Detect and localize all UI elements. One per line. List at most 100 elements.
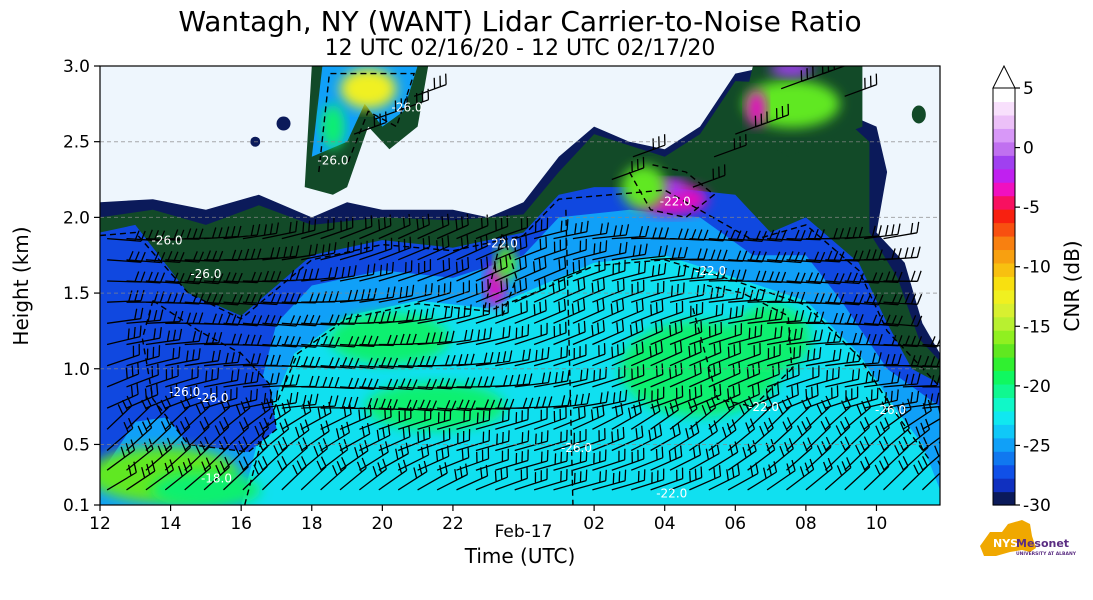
colorbar-swatch [993, 101, 1015, 116]
colorbar-swatch [993, 478, 1015, 493]
contour-label: -22.0 [656, 486, 687, 500]
plot-area: -26.0-26.0-26.0-26.0-18.0-26.0-26.0-22.0… [99, 65, 941, 506]
y-tick-label: 1.5 [63, 284, 90, 304]
patch-green [621, 165, 666, 210]
y-tick-label: 2.0 [63, 208, 90, 228]
y-axis-title: Height (km) [9, 226, 33, 345]
logo-university-text: UNIVERSITY AT ALBANY [1016, 551, 1077, 557]
contour-label: -26.0 [169, 385, 200, 399]
colorbar-swatch [993, 262, 1015, 277]
plume-right-green [743, 79, 840, 128]
x-tick-label: 22 [442, 514, 464, 534]
contour-label: -18.0 [201, 471, 232, 485]
colorbar-tick-label: -25 [1023, 436, 1051, 456]
colorbar-tick-label: -30 [1023, 496, 1051, 516]
x-tick-label: 08 [795, 514, 817, 534]
x-tick-label: 20 [372, 514, 394, 534]
colorbar-tick-label: -5 [1023, 198, 1040, 218]
contour-label: -22.0 [487, 237, 518, 251]
y-tick-label: 0.5 [63, 435, 90, 455]
contour-line-4 [318, 72, 416, 173]
colorbar-swatch [993, 141, 1015, 156]
colorbar: 5 0 -5 -10 -15 -20 -25 -30 [992, 64, 1051, 516]
plume-left-yellow [340, 68, 397, 109]
x-date-label: Feb-17 [495, 522, 553, 542]
colorbar-tick-label: 0 [1023, 139, 1034, 159]
nys-mesonet-logo: NYS Mesonet UNIVERSITY AT ALBANY [980, 520, 1077, 557]
plume-right-purple [769, 66, 814, 78]
colorbar-swatch [993, 397, 1015, 412]
colorbar-swatch [993, 343, 1015, 358]
colorbar-swatch [993, 437, 1015, 452]
new-york-state-icon [980, 520, 1036, 556]
colorbar-swatch [993, 155, 1015, 170]
x-tick-label: 06 [724, 514, 746, 534]
colorbar-extend-arrow [992, 64, 1016, 89]
contour-label: -26.0 [197, 391, 228, 405]
x-tick-label: 10 [866, 514, 888, 534]
x-tick-label: 16 [230, 514, 252, 534]
colorbar-swatch [993, 222, 1015, 237]
colorbar-swatch [993, 195, 1015, 210]
contour-label: -26.0 [152, 234, 183, 248]
colorbar-swatch [993, 289, 1015, 304]
x-tick-label: 18 [301, 514, 323, 534]
colorbar-swatch [993, 182, 1015, 197]
logo-mesonet-text: Mesonet [1016, 537, 1069, 550]
y-tick-label: 1.0 [63, 360, 90, 380]
colorbar-swatch [993, 330, 1015, 345]
colorbar-swatch [993, 451, 1015, 466]
x-axis-title: Time (UTC) [464, 544, 576, 568]
contour-label: -26.0 [190, 267, 221, 281]
cell-small-2 [276, 116, 291, 131]
wind-barbs [106, 66, 940, 505]
colorbar-swatch [993, 128, 1015, 143]
cnr-field [100, 66, 940, 505]
contour-line-3 [141, 300, 278, 453]
field-green-lower [365, 382, 506, 431]
x-axis: 12 14 16 18 20 22 02 04 06 08 10 Feb-17 [89, 505, 887, 542]
contour-label: -26.0 [392, 100, 423, 114]
colorbar-swatch [993, 491, 1015, 506]
cell-small-3 [911, 105, 926, 124]
colorbar-swatch [993, 114, 1015, 129]
x-tick-label: 04 [654, 514, 676, 534]
y-tick-label: 2.5 [63, 133, 90, 153]
colorbar-swatch [993, 88, 1015, 103]
colorbar-tick-label: -15 [1023, 317, 1051, 337]
colorbar-tick-label: -20 [1023, 377, 1051, 397]
chart-subtitle: 12 UTC 02/16/20 - 12 UTC 02/17/20 [324, 36, 716, 61]
colorbar-tick-label: 5 [1023, 79, 1034, 99]
colorbar-swatch [993, 303, 1015, 318]
gridlines [100, 141, 940, 445]
colorbar-swatch [993, 357, 1015, 372]
colorbar-tick-label: -10 [1023, 258, 1051, 278]
contour-label: -26.0 [561, 441, 592, 455]
contour-line-6 [692, 284, 793, 408]
logo-nys-text: NYS [993, 537, 1018, 550]
plume-left-green [320, 104, 345, 149]
colorbar-swatch [993, 370, 1015, 385]
contour-label: -22.0 [695, 264, 726, 278]
colorbar-swatch [993, 235, 1015, 251]
colorbar-swatch [993, 383, 1015, 398]
contour-label: -26.0 [875, 403, 906, 417]
contour-label: -22.0 [660, 194, 691, 208]
plume-right-magenta [746, 90, 767, 127]
chart-title: Wantagh, NY (WANT) Lidar Carrier-to-Nois… [178, 5, 862, 38]
colorbar-swatch [993, 249, 1015, 264]
contour-line-7 [484, 229, 518, 317]
y-tick-label: 3.0 [63, 57, 90, 77]
colorbar-frame [992, 88, 1016, 506]
colorbar-swatch [993, 464, 1015, 479]
wind-barb-set [106, 66, 940, 491]
colorbar-swatch [993, 424, 1015, 439]
colorbar-title: CNR (dB) [1060, 240, 1084, 331]
contour-label: -26.0 [317, 153, 348, 167]
contour-label: -22.0 [748, 400, 779, 414]
contour-labels: -26.0-26.0-26.0-26.0-18.0-26.0-26.0-22.0… [152, 100, 907, 500]
x-tick-label: 14 [160, 514, 182, 534]
plot-frame [99, 65, 941, 506]
y-tick-label: 0.1 [63, 496, 90, 516]
